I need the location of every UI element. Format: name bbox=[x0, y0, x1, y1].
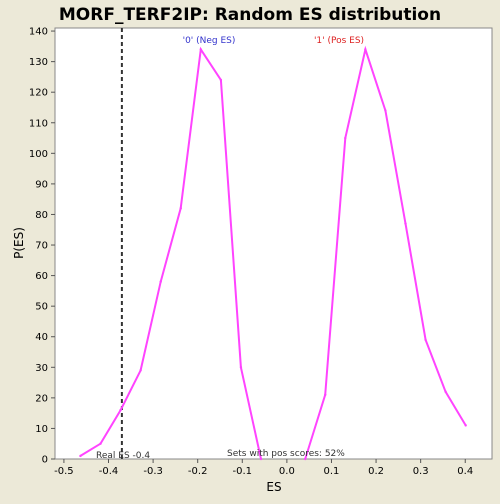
neg-es-point bbox=[119, 408, 122, 412]
x-axis: -0.5 -0.4 -0.3 -0.2 -0.1 0.0 0.1 0.2 0.3 0.4 bbox=[54, 459, 473, 477]
x-tick-label: 0.2 bbox=[368, 466, 384, 477]
y-tick-label: 130 bbox=[29, 57, 48, 68]
pos-es-point bbox=[364, 48, 367, 51]
neg-es-series-line bbox=[79, 46, 262, 460]
y-tick-label: 110 bbox=[29, 118, 48, 129]
x-tick-label: -0.5 bbox=[54, 466, 74, 477]
y-tick-label: 30 bbox=[35, 363, 48, 374]
neg-es-point bbox=[159, 280, 162, 283]
y-tick-label: 60 bbox=[35, 271, 48, 282]
pos-es-point bbox=[424, 338, 427, 341]
y-tick-label: 0 bbox=[42, 455, 48, 466]
y-tick-label: 20 bbox=[35, 393, 48, 404]
y-tick-label: 80 bbox=[35, 210, 48, 221]
x-tick-label: -0.1 bbox=[233, 466, 253, 477]
real-es-label: Real ES -0.4 bbox=[96, 451, 150, 461]
chart-title: MORF_TERF2IP: Random ES distribution bbox=[59, 5, 441, 25]
x-tick-label: 0.3 bbox=[413, 466, 429, 477]
y-tick-label: 90 bbox=[35, 179, 48, 190]
series-group bbox=[79, 45, 467, 461]
y-tick-label: 140 bbox=[29, 27, 48, 38]
neg-es-point bbox=[239, 366, 243, 369]
plot-area bbox=[54, 27, 493, 460]
x-tick-label: -0.2 bbox=[188, 466, 208, 477]
pos-es-point bbox=[303, 457, 307, 461]
y-tick-label: 10 bbox=[35, 424, 48, 435]
neg-es-point bbox=[259, 457, 263, 461]
pos-es-point bbox=[444, 390, 447, 393]
neg-es-point bbox=[199, 48, 203, 51]
neg-es-point bbox=[219, 78, 223, 82]
neg-es-point bbox=[79, 454, 82, 458]
pos-es-point bbox=[384, 109, 387, 112]
pos-es-point bbox=[324, 393, 327, 397]
pos-fraction-label: Sets with pos scores: 52% bbox=[227, 449, 345, 459]
x-tick-label: 0.1 bbox=[324, 466, 340, 477]
neg-es-label: '0' (Neg ES) bbox=[183, 36, 236, 46]
pos-es-point bbox=[464, 424, 467, 427]
neg-es-point bbox=[139, 369, 142, 372]
pos-es-point bbox=[344, 136, 347, 140]
y-axis-label: P(ES) bbox=[12, 227, 26, 259]
y-tick-label: 120 bbox=[29, 88, 48, 99]
y-tick-label: 70 bbox=[35, 241, 48, 252]
y-tick-label: 40 bbox=[35, 332, 48, 343]
neg-es-point bbox=[179, 207, 182, 210]
pos-es-point bbox=[404, 222, 407, 225]
x-axis-label: ES bbox=[266, 480, 281, 494]
y-tick-label: 50 bbox=[35, 302, 48, 313]
x-tick-label: -0.3 bbox=[143, 466, 163, 477]
y-tick-label: 100 bbox=[29, 149, 48, 160]
x-tick-label: 0.0 bbox=[279, 466, 295, 477]
x-tick-label: -0.4 bbox=[99, 466, 119, 477]
pos-es-label: '1' (Pos ES) bbox=[314, 36, 364, 46]
x-tick-label: 0.4 bbox=[457, 466, 473, 477]
neg-es-point bbox=[99, 442, 102, 445]
y-axis: 0 10 20 30 40 50 60 70 80 90 100 110 120 130 140 bbox=[29, 27, 55, 466]
